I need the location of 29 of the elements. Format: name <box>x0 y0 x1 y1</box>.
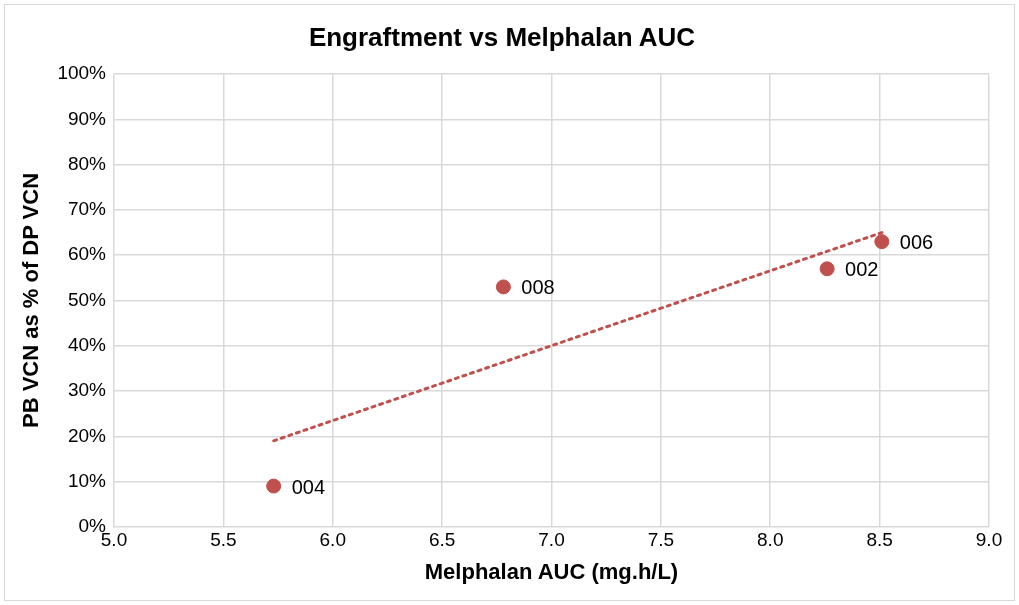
point <box>819 261 835 277</box>
y-tick-label: 30% <box>67 379 107 401</box>
x-tick-label: 9.0 <box>975 529 1003 551</box>
x-tick-label: 7.0 <box>538 529 565 551</box>
x-tick-label: 7.5 <box>647 529 675 551</box>
annotation: 008 <box>521 276 555 299</box>
y-tick-label: 70% <box>67 198 107 220</box>
x-tick-label: 6.0 <box>319 529 346 551</box>
x-axis-title: Melphalan AUC (mg.h/L) <box>424 558 679 584</box>
x-tick-label: 6.5 <box>428 529 456 551</box>
y-tick-label: 90% <box>67 107 107 129</box>
y-axis-title: PB VCN as % of DP VCN <box>18 172 44 429</box>
point <box>266 478 282 494</box>
x-tick-label: 8.0 <box>757 529 784 551</box>
y-tick-label: 50% <box>67 288 107 310</box>
point <box>495 279 511 295</box>
chart-title: Engraftment vs Melphalan AUC <box>308 21 696 52</box>
annotation: 002 <box>845 258 879 281</box>
y-tick-label: 80% <box>67 152 107 174</box>
annotation: 006 <box>899 231 934 254</box>
x-tick-label: 5.5 <box>210 529 237 551</box>
y-tick-label: 20% <box>67 424 107 446</box>
y-tick-label: 10% <box>67 469 107 491</box>
point <box>874 234 890 250</box>
y-tick-label: 60% <box>67 243 107 265</box>
y-tick-label: 100% <box>57 62 107 84</box>
annotation: 004 <box>291 475 326 498</box>
x-tick-label: 8.5 <box>866 529 893 551</box>
y-tick-label: 40% <box>67 333 107 355</box>
